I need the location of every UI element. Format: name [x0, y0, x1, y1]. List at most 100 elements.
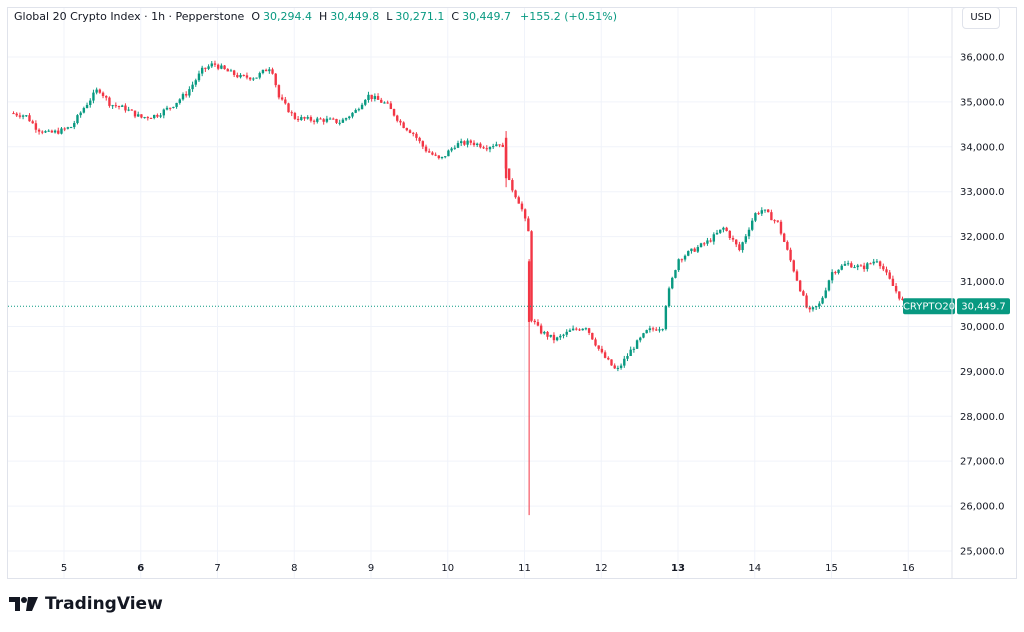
candle-body — [715, 232, 719, 235]
candle-body — [140, 114, 143, 118]
candle-body — [229, 70, 233, 72]
tradingview-logo-icon — [9, 597, 38, 611]
candle-body — [699, 243, 703, 248]
candle-body — [894, 285, 898, 292]
candle-body — [57, 130, 60, 134]
candle-body — [389, 103, 393, 110]
candle-body — [709, 240, 712, 242]
candle-body — [827, 280, 831, 291]
candle-body — [591, 332, 594, 340]
candle-body — [901, 298, 904, 301]
candle-body — [408, 130, 412, 133]
x-tick-label: 9 — [368, 563, 374, 574]
x-tick-label: 16 — [902, 563, 915, 574]
candle-body — [268, 69, 271, 72]
candle-body — [792, 260, 795, 272]
candle-body — [66, 127, 70, 129]
candle-body — [204, 67, 207, 69]
candle-body — [866, 263, 869, 270]
candle-body — [316, 118, 319, 122]
candle-body — [619, 365, 623, 368]
candle-body — [891, 278, 895, 286]
candle-body — [696, 247, 700, 252]
candle-body — [683, 255, 687, 260]
close-value: 30,449.7 — [462, 10, 512, 23]
candle-body — [271, 69, 274, 74]
candle-body — [178, 99, 181, 103]
candle-body — [210, 63, 213, 67]
candle-body — [69, 127, 73, 129]
candle-body — [63, 128, 66, 130]
candle-body — [539, 325, 543, 334]
candle-body — [501, 144, 504, 148]
brand-footer[interactable]: TradingView — [9, 594, 163, 614]
candle-body — [533, 320, 536, 323]
y-tick-label: 27,000.0 — [960, 457, 1005, 468]
candle-body — [213, 63, 217, 65]
candle-body — [811, 307, 815, 310]
candle-body — [479, 143, 482, 148]
low-value: 30,271.1 — [395, 10, 445, 23]
candle-body — [242, 74, 245, 76]
candle-body — [786, 241, 789, 250]
candle-body — [603, 352, 607, 358]
candle-body — [418, 137, 421, 142]
candle-body — [31, 121, 34, 124]
candle-body — [373, 96, 377, 100]
candle-body — [645, 330, 648, 334]
candle-body — [680, 259, 684, 261]
candle-body — [332, 118, 335, 120]
y-tick-label: 25,000.0 — [960, 547, 1005, 558]
candle-body — [882, 266, 885, 270]
x-tick-label: 13 — [671, 563, 685, 574]
candle-body — [728, 230, 732, 238]
candle-body — [274, 73, 277, 86]
candle-body — [610, 359, 613, 366]
close-label: C — [451, 10, 460, 23]
candle-body — [840, 265, 843, 270]
candle-body — [117, 106, 121, 108]
candle-body — [878, 261, 882, 267]
candle-body — [284, 99, 287, 104]
candle-body — [485, 148, 488, 150]
symbol-title[interactable]: Global 20 Crypto Index · 1h · Pepperston… — [14, 10, 245, 23]
candle-body — [594, 339, 597, 346]
candle-body — [12, 113, 15, 115]
candle-body — [344, 118, 348, 120]
candle-body — [306, 117, 309, 119]
candle-body — [722, 227, 725, 230]
candle-body — [850, 263, 853, 268]
candle-body — [623, 358, 626, 366]
currency-button[interactable]: USD — [962, 7, 1000, 29]
candle-body — [843, 263, 847, 266]
candle-body — [616, 367, 620, 369]
x-tick-label: 8 — [291, 563, 297, 574]
candle-body — [248, 77, 252, 80]
candle-body — [85, 104, 89, 109]
candle-body — [511, 180, 514, 191]
candle-body — [220, 65, 223, 69]
candle-body — [814, 306, 818, 308]
candle-body — [543, 331, 546, 334]
candle-body — [312, 120, 316, 122]
candle-body — [581, 328, 584, 331]
y-tick-label: 33,000.0 — [960, 187, 1005, 198]
candle-body — [779, 221, 783, 234]
y-tick-label: 29,000.0 — [960, 367, 1005, 378]
candle-body — [50, 130, 54, 133]
candle-body — [380, 99, 383, 103]
candle-body — [562, 334, 565, 336]
candle-body — [207, 66, 210, 69]
candle-body — [367, 94, 370, 100]
candle-body — [402, 122, 405, 129]
candle-body — [719, 229, 722, 233]
candle-body — [226, 69, 229, 72]
last-price-line-layer: CRYPTO20 30,449.7 — [8, 298, 1010, 315]
candle-body — [437, 155, 441, 159]
candle-body — [754, 213, 757, 221]
candle-body — [600, 348, 604, 353]
chart-legend: Global 20 Crypto Index · 1h · Pepperston… — [14, 10, 617, 23]
x-tick-label: 14 — [748, 563, 761, 574]
candle-body — [898, 291, 901, 299]
